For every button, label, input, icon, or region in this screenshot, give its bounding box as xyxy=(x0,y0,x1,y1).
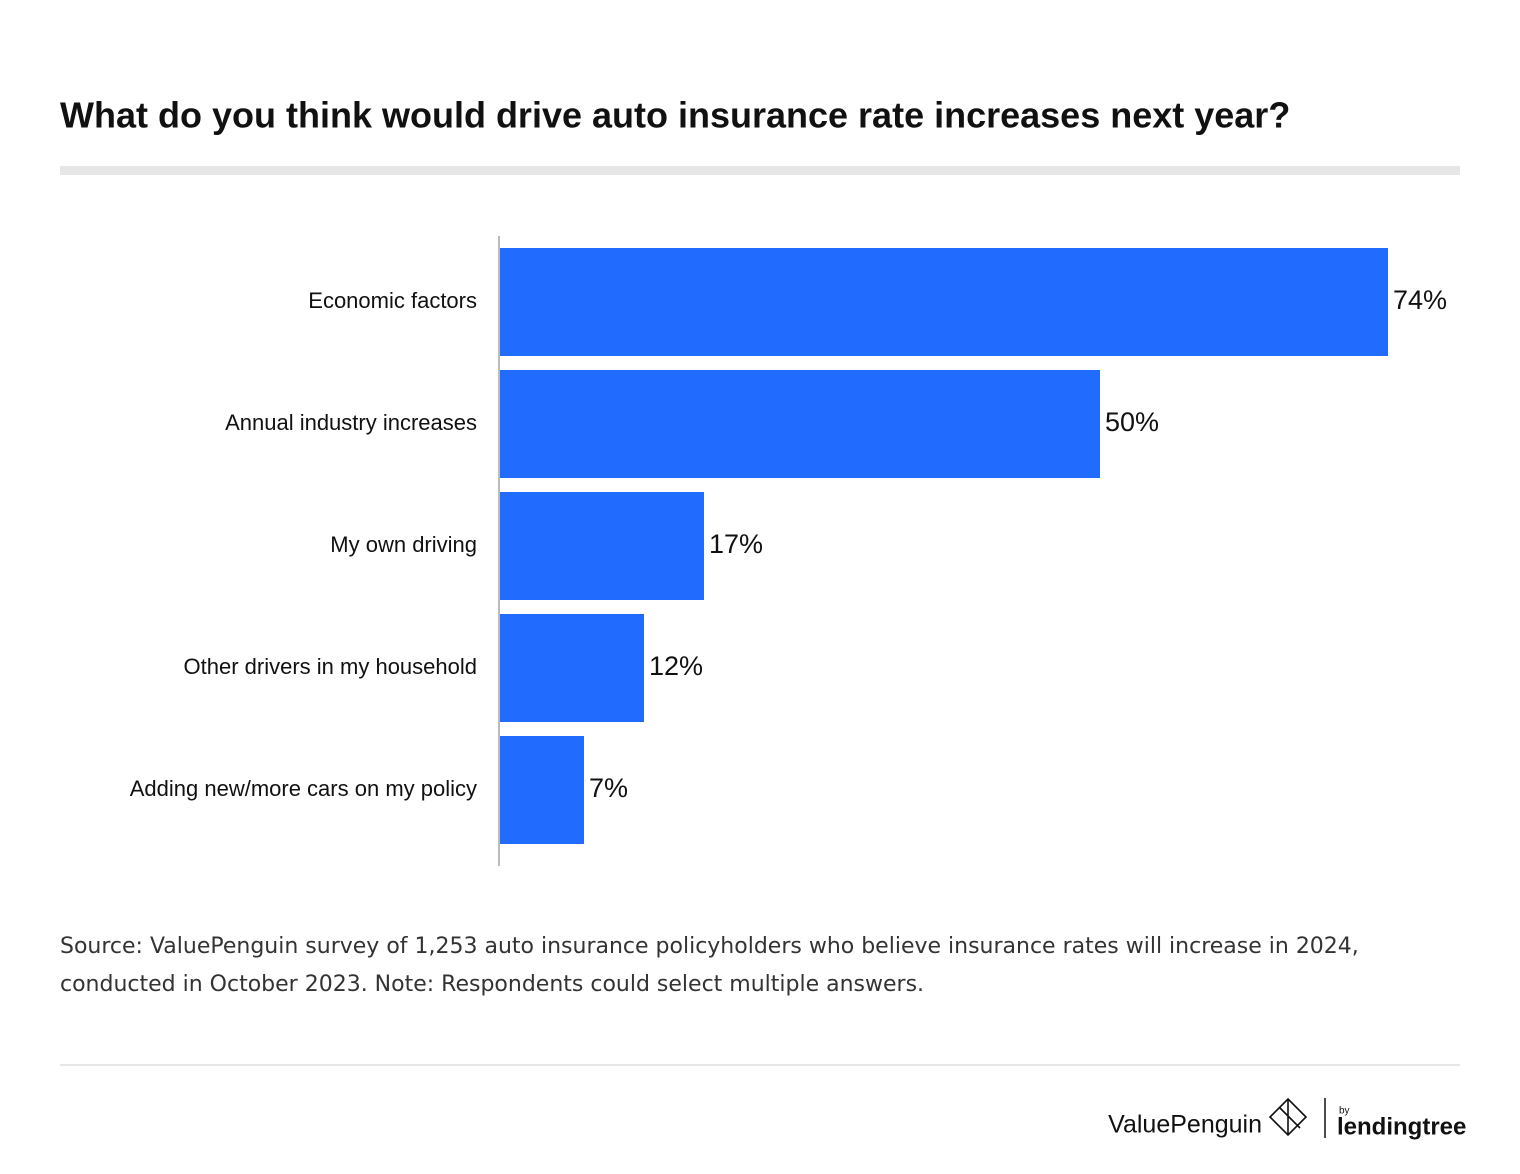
bar xyxy=(500,614,644,722)
category-label: Economic factors xyxy=(308,288,477,313)
category-label: Other drivers in my household xyxy=(184,654,477,679)
source-note: Source: ValuePenguin survey of 1,253 aut… xyxy=(60,934,1359,997)
chart-title: What do you think would drive auto insur… xyxy=(60,95,1290,136)
bar xyxy=(500,248,1388,356)
value-label: 17% xyxy=(709,529,763,559)
category-label: Annual industry increases xyxy=(225,410,477,435)
brand: ValuePenguin xyxy=(1108,1111,1262,1139)
bar xyxy=(500,492,704,600)
bar xyxy=(500,370,1100,478)
by-label: by xyxy=(1339,1106,1350,1117)
value-label: 74% xyxy=(1393,285,1447,315)
bar xyxy=(500,736,584,844)
category-label: My own driving xyxy=(330,532,477,557)
value-label: 7% xyxy=(589,773,628,803)
value-label: 50% xyxy=(1105,407,1159,437)
partner: lendingtree xyxy=(1337,1113,1466,1140)
category-label: Adding new/more cars on my policy xyxy=(130,776,477,801)
brand-logo xyxy=(1268,1097,1308,1137)
title-rule xyxy=(60,166,1460,175)
value-label: 12% xyxy=(649,651,703,681)
